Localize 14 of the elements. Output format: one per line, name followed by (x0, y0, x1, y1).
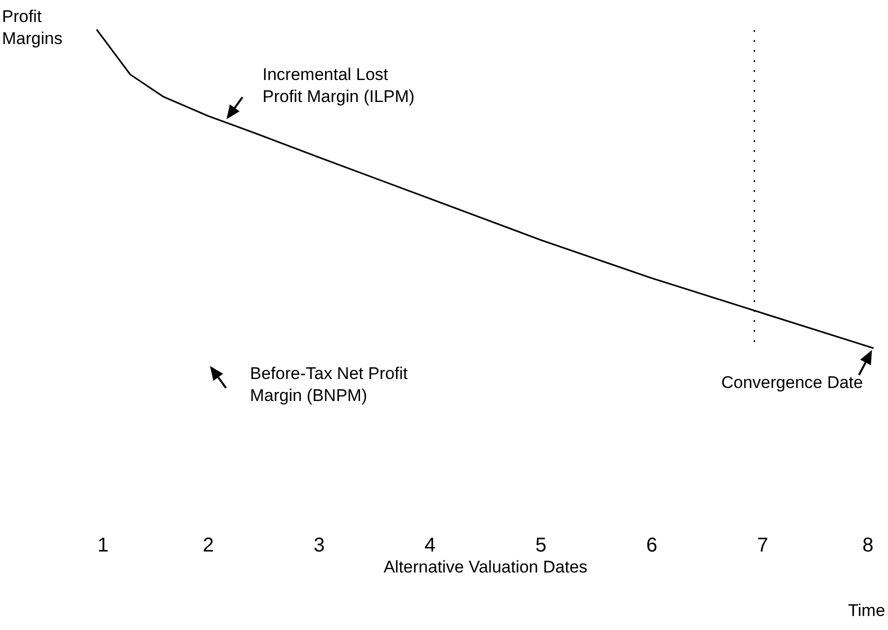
x-tick-label: 7 (757, 534, 768, 556)
x-tick-label: 3 (314, 534, 325, 556)
text: Time (848, 600, 886, 622)
x-tick-label: 1 (98, 534, 109, 556)
annotation: Incremental Lost Profit Margin (ILPM) (262, 64, 416, 108)
x-tick-label: 8 (862, 534, 874, 556)
x-axis-title: Alternative Valuation Dates (384, 558, 588, 576)
annotation: Convergence Date (720, 372, 863, 394)
x-tick-label: 4 (424, 534, 436, 556)
x-tick-label: 6 (646, 534, 658, 556)
x-tick-label: 2 (202, 534, 214, 556)
y-axis-title: Profit Margins (2, 6, 64, 50)
x-tick-label: 5 (535, 534, 546, 556)
text: Before-Tax Net Profit Margin (BNPM) (250, 363, 409, 408)
